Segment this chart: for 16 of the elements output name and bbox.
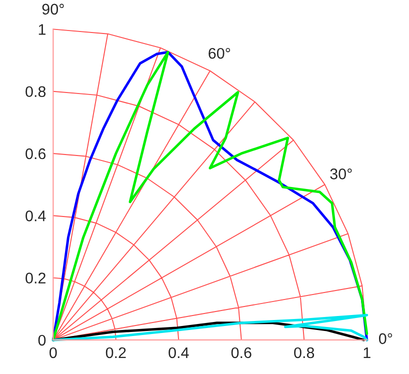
annotation: 60° — [208, 48, 230, 59]
text: 90° — [42, 4, 64, 15]
y-tick-label: 0.2 — [26, 272, 46, 284]
x-tick-label: 0.4 — [168, 347, 189, 358]
y-tick-label: 0.6 — [26, 148, 46, 160]
annotation: 30° — [330, 168, 352, 180]
x-tick-label: 0 — [50, 347, 57, 358]
y-tick-label: 0.4 — [26, 210, 46, 222]
y-tick-label: 0 — [38, 334, 46, 346]
x-tick-label: 0.2 — [106, 347, 126, 358]
x-tick-label: 1 — [364, 347, 370, 358]
text: 0° — [378, 333, 392, 344]
y-tick-label: 0.8 — [26, 86, 46, 98]
x-tick-label: 0.8 — [294, 347, 314, 358]
x-tick-label: 0.6 — [231, 347, 252, 358]
y-tick-label: 1 — [38, 24, 46, 35]
